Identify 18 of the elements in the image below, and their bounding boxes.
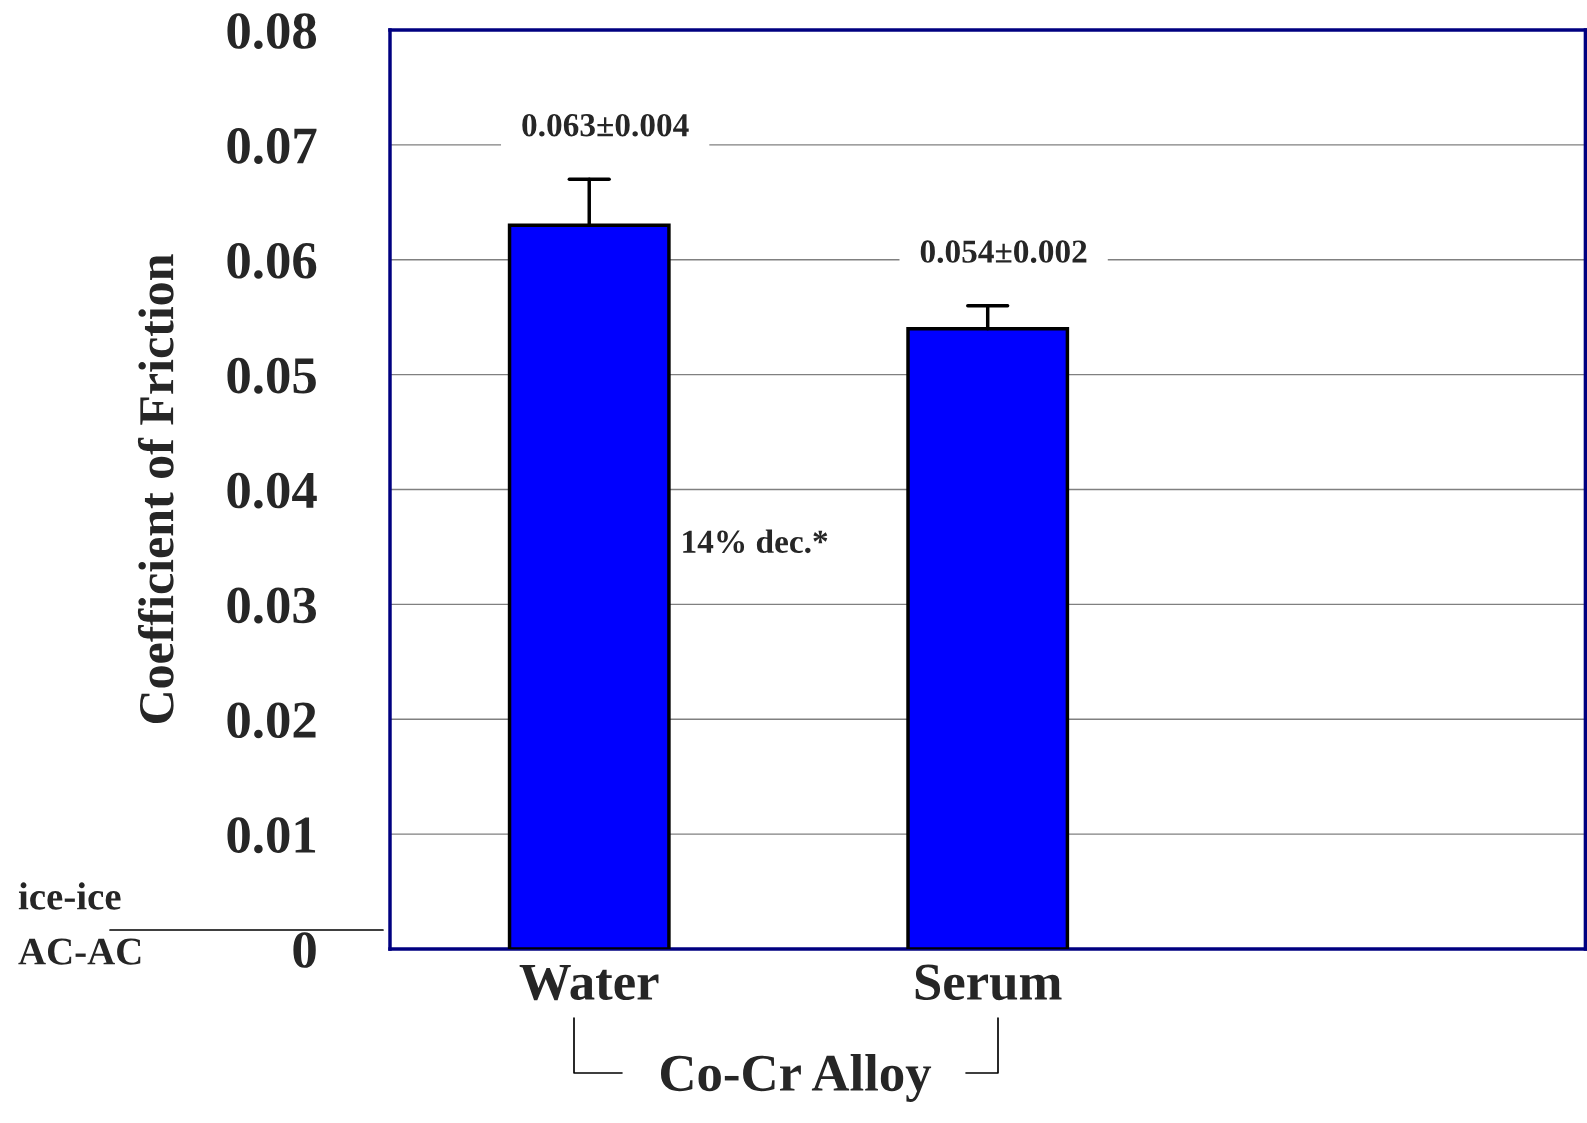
- x-axis-title: Co-Cr Alloy: [660, 1053, 932, 1103]
- y-tick-label: 0: [293, 932, 316, 968]
- y-tick-label: 0.07: [227, 128, 317, 164]
- y-tick-label: 0.03: [227, 587, 316, 624]
- x-tick-label: Water: [519, 964, 659, 1001]
- text: ice-ice: [18, 882, 121, 910]
- y-tick-label: 0.06: [227, 242, 317, 279]
- y-tick-label: 0.04: [227, 472, 317, 509]
- y-axis-title: Coefficient of Friction: [137, 254, 174, 724]
- data-label: 0.054±0.002: [920, 240, 1087, 263]
- annotation: 14% dec.*: [683, 529, 828, 554]
- y-tick-label: 0.05: [227, 357, 316, 394]
- x-tick-label: Serum: [915, 964, 1062, 1001]
- y-tick-label: 0.08: [227, 13, 317, 50]
- y-tick-label: 0.02: [227, 702, 316, 739]
- y-tick-label: 0.01: [227, 817, 316, 854]
- text: AC-AC: [18, 938, 141, 965]
- data-label: 0.063±0.004: [522, 113, 689, 137]
